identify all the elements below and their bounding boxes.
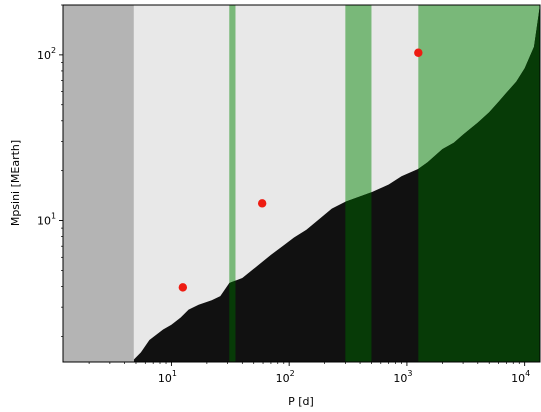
x-axis-label: P [d] [288,395,314,408]
x-tick-label: 104 [511,369,530,385]
data-point [257,199,267,208]
x-axis-ticks: 101 102 103 104 [88,362,530,385]
y-axis-ticks: 101 102 [37,4,63,337]
y-tick-label: 101 [37,212,56,228]
y-tick-label: 102 [37,46,56,62]
x-tick-label: 103 [393,369,412,385]
plot-frame [62,4,541,363]
data-points [178,48,423,292]
background-band [229,5,236,362]
data-point [178,283,188,292]
background-band [63,5,134,362]
data-point [414,48,423,57]
y-axis-label: Mpsini [MEarth] [9,140,22,226]
x-tick-label: 102 [276,369,295,385]
x-tick-label: 101 [158,369,177,385]
